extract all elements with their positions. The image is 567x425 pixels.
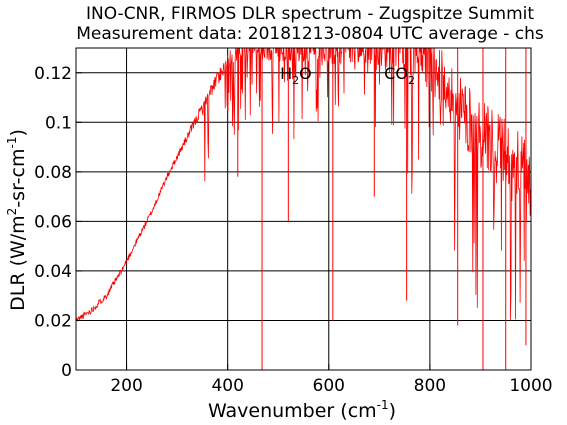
y-tick-label: 0.1 — [45, 113, 72, 133]
spectrum-line — [76, 48, 531, 322]
y-axis-label: DLR (W/m2-sr-cm-1) — [5, 129, 29, 311]
molecule-annotation: CO2 — [384, 64, 415, 87]
annotations: H2O CO2 — [280, 64, 415, 87]
y-tick-label: 0.04 — [34, 262, 72, 282]
plot-frame — [75, 47, 532, 371]
y-tick-label: 0 — [61, 361, 72, 381]
molecule-annotation: H2O — [280, 64, 312, 87]
y-tick-label: 0.08 — [34, 163, 72, 183]
data-series — [76, 48, 531, 370]
x-axis-ticks: 200 400 600 800 1000 — [110, 364, 553, 396]
x-tick-label: 800 — [414, 376, 446, 396]
y-axis-ticks: 0 0.02 0.04 0.06 0.08 0.1 0.12 — [34, 64, 82, 381]
x-tick-label: 600 — [313, 376, 345, 396]
x-axis-label: Wavenumber (cm-1) — [208, 398, 396, 422]
y-tick-label: 0.02 — [34, 311, 72, 331]
x-tick-label: 400 — [211, 376, 243, 396]
y-tick-label: 0.06 — [34, 212, 72, 232]
x-tick-label: 200 — [110, 376, 142, 396]
x-tick-label: 1000 — [509, 376, 552, 396]
chart-subtitle: Measurement data: 20181213-0804 UTC aver… — [76, 24, 544, 44]
series-clip-group — [76, 48, 531, 370]
grid — [76, 48, 531, 370]
y-tick-label: 0.12 — [34, 64, 72, 84]
chart-title: INO-CNR, FIRMOS DLR spectrum - Zugspitze… — [86, 4, 534, 24]
